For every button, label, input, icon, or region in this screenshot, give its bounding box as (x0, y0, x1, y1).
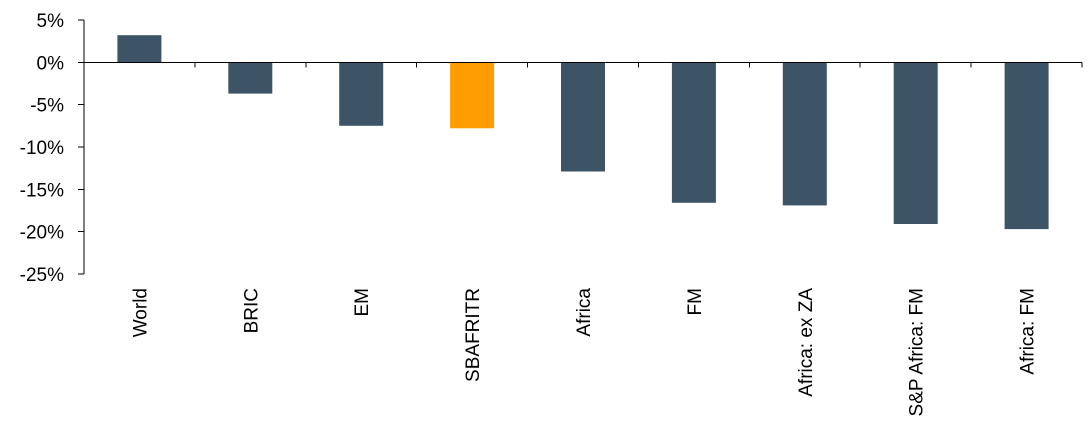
x-axis (84, 61, 1083, 68)
y-tick-label: -20% (20, 223, 64, 244)
y-tick-label: 0% (37, 53, 65, 74)
y-tick-label: -25% (20, 265, 64, 286)
bar (893, 62, 938, 224)
bar (671, 62, 716, 203)
bar (228, 62, 273, 94)
x-tick-label: Africa (574, 288, 595, 337)
x-tick-label: EM (352, 288, 373, 317)
bar (339, 62, 384, 126)
x-tick-label: FM (685, 288, 706, 315)
y-axis: 5% 0% -5% -10% -15% -20% -25% (20, 11, 85, 286)
bar (561, 62, 605, 172)
x-tick-label: S&P Africa: FM (907, 288, 928, 416)
bar (782, 62, 827, 206)
x-tick-label: Africa: FM (1018, 288, 1039, 375)
category-labels: World BRIC EM SBAFRITR Africa FM Africa: ex ZA… (130, 288, 1038, 417)
y-tick-label: -15% (20, 180, 64, 201)
y-tick-label: 5% (37, 11, 65, 32)
x-tick-label: Africa: ex ZA (796, 288, 817, 397)
bar (1004, 62, 1049, 230)
x-tick-label: World (130, 288, 151, 337)
x-tick-label: BRIC (241, 288, 262, 333)
y-tick-label: -10% (20, 138, 64, 159)
bars (117, 35, 1049, 230)
x-tick-label: SBAFRITR (463, 288, 484, 382)
bar (450, 62, 495, 129)
y-tick-label: -5% (30, 96, 64, 117)
bar (117, 35, 162, 63)
